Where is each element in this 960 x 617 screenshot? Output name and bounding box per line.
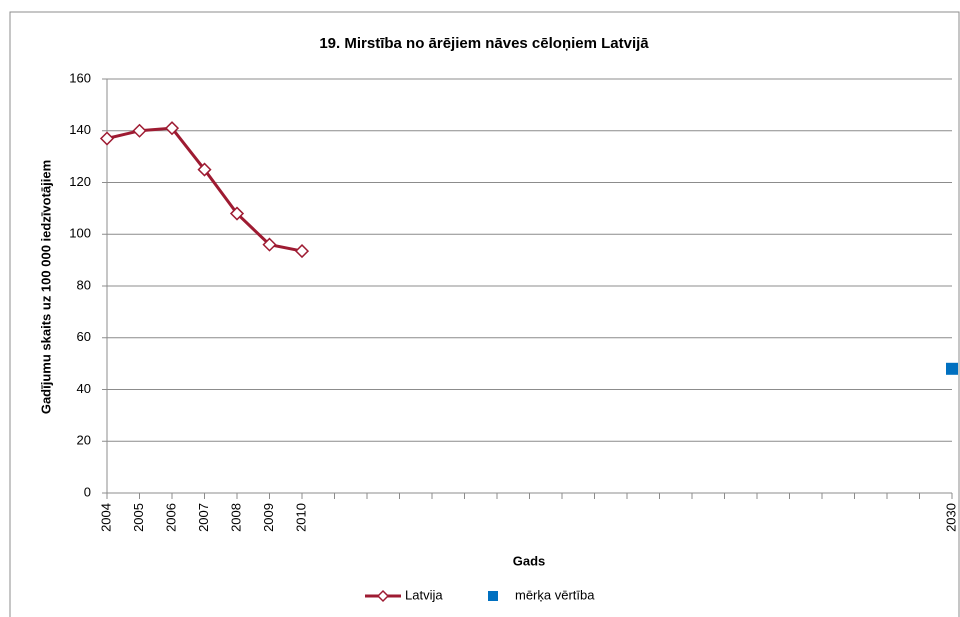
y-tick-label: 20	[77, 433, 91, 448]
data-point	[946, 362, 958, 375]
data-point	[294, 244, 310, 259]
chart-frame	[9, 11, 960, 617]
chart-title: 19. Mirstība no ārējiem nāves cēloņiem L…	[319, 35, 649, 52]
y-tick-label: 160	[69, 70, 91, 85]
x-axis-label: Gads	[513, 553, 546, 568]
data-point	[197, 162, 212, 177]
x-tick-label: 2004	[98, 503, 113, 532]
x-tick-label: 2005	[131, 503, 146, 532]
x-tick-label: 2009	[261, 503, 276, 532]
legend-label: Latvija	[405, 587, 443, 602]
legend-marker	[488, 591, 498, 601]
y-tick-label: 140	[69, 122, 91, 137]
y-tick-label: 0	[84, 484, 91, 499]
data-point	[99, 131, 115, 146]
x-tick-label: 2030	[943, 503, 958, 532]
y-tick-label: 60	[77, 329, 91, 344]
data-point	[132, 123, 147, 138]
y-tick-label: 40	[77, 381, 91, 396]
x-tick-label: 2006	[163, 503, 178, 532]
x-tick-label: 2007	[196, 503, 211, 532]
data-point	[262, 237, 277, 252]
data-point	[164, 121, 180, 136]
y-tick-label: 100	[69, 226, 91, 241]
x-tick-label: 2008	[228, 503, 243, 532]
data-point	[229, 206, 245, 221]
y-tick-label: 80	[77, 277, 91, 292]
y-tick-label: 120	[69, 174, 91, 189]
legend-marker	[376, 589, 390, 603]
legend-label: mērķa vērtība	[515, 587, 595, 602]
x-tick-label: 2010	[293, 503, 308, 532]
y-axis-label: Gadījumu skaits uz 100 000 iedzīvotājiem	[38, 160, 53, 414]
